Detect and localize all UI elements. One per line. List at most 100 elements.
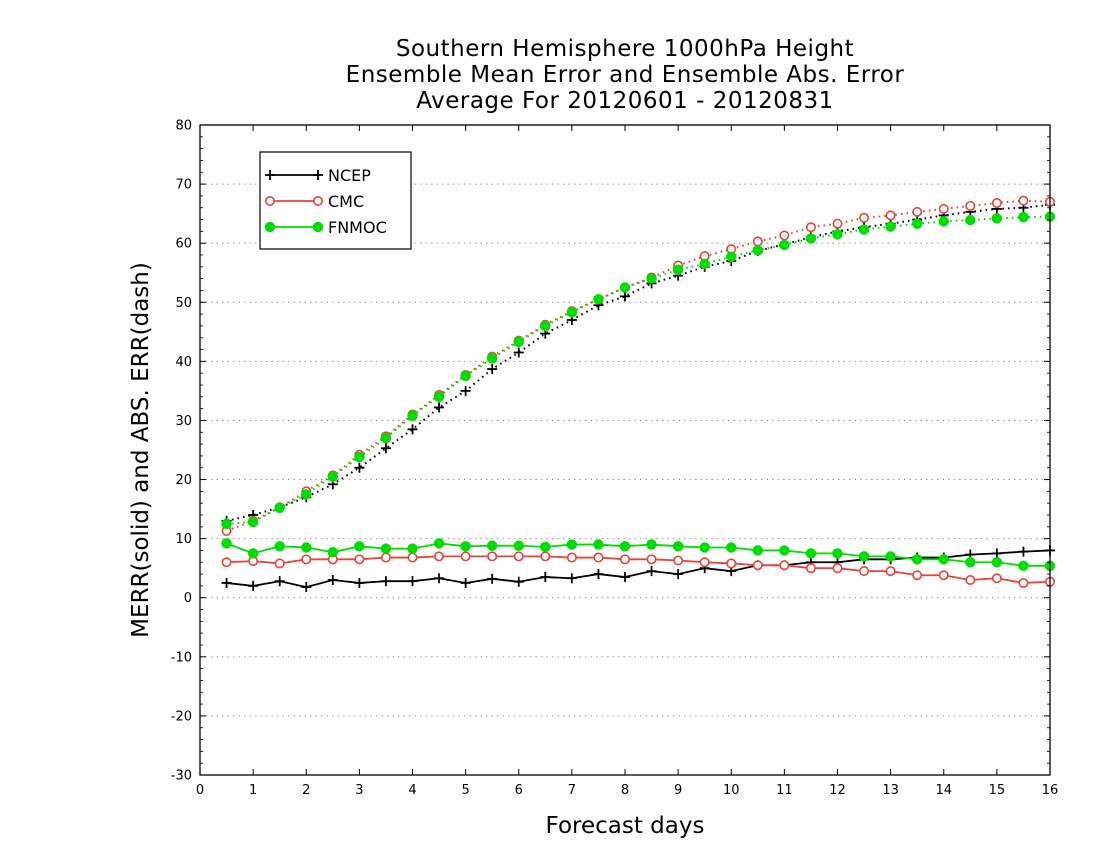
series-cmc-abs-err-point: [912, 206, 923, 217]
x-tick-label: 8: [621, 783, 629, 798]
series-fnmoc-merr-point: [965, 557, 976, 568]
series-ncep-abs-err-point: [487, 364, 498, 375]
series-ncep-merr-point: [566, 573, 577, 584]
series-fnmoc-abs-err-point: [593, 294, 604, 305]
series-cmc-abs-err-point: [1018, 195, 1029, 206]
series-cmc-abs-err-point: [965, 200, 976, 211]
legend-marker-right: [313, 170, 323, 180]
x-tick-label: 10: [723, 783, 740, 798]
series-lines: [221, 195, 1056, 593]
x-tick-label: 6: [515, 783, 523, 798]
x-tick-label: 0: [196, 783, 204, 798]
grid-lines: [200, 183, 1050, 717]
legend-label: CMC: [328, 192, 364, 211]
series-cmc-merr-point: [699, 557, 710, 568]
x-tick-label: 4: [408, 783, 416, 798]
series-cmc-merr-line: [226, 555, 1051, 584]
series-cmc-abs-err-point: [859, 212, 870, 223]
series-ncep-merr-line: [226, 549, 1051, 589]
series-cmc-abs-err-point: [752, 236, 763, 247]
y-tick-label: 80: [175, 119, 192, 134]
chart-title-line-3: Average For 20120601 - 20120831: [416, 88, 834, 114]
series-fnmoc-abs-err-point: [672, 264, 684, 276]
y-tick-label: 30: [175, 414, 192, 429]
series-fnmoc-merr-point: [380, 543, 392, 554]
series-ncep-merr-point: [301, 582, 312, 593]
series-cmc-merr-point: [726, 558, 737, 569]
series-fnmoc-merr-point: [726, 542, 737, 553]
series-fnmoc-merr: [221, 538, 1056, 572]
series-ncep-abs-err-point: [460, 385, 471, 396]
series-ncep-merr-point: [354, 577, 365, 588]
series-cmc-merr-point: [965, 574, 976, 585]
series-ncep-merr-point: [1018, 546, 1029, 557]
series-fnmoc-merr-point: [301, 542, 312, 553]
series-cmc-merr-point: [513, 551, 524, 562]
series-ncep-abs-err-point: [354, 462, 365, 473]
series-fnmoc-abs-err-point: [513, 336, 524, 348]
series-fnmoc-abs-err-point: [407, 410, 418, 421]
series-fnmoc-abs-err-point: [619, 282, 631, 293]
series-ncep-merr-point: [327, 575, 338, 585]
series-fnmoc-abs-err-point: [380, 432, 392, 444]
series-fnmoc-merr-point: [646, 539, 657, 550]
series-fnmoc-merr-point: [513, 540, 524, 551]
series-cmc-merr-point: [407, 552, 418, 563]
series-fnmoc-abs-err-point: [354, 451, 365, 463]
series-cmc-merr-point: [912, 570, 923, 581]
series-fnmoc-abs-err-line: [226, 215, 1051, 525]
series-ncep-merr-point: [593, 569, 604, 580]
series-fnmoc-merr-point: [805, 548, 817, 559]
series-fnmoc-abs-err-point: [1018, 211, 1029, 223]
x-tick-label: 3: [355, 783, 363, 798]
series-fnmoc-abs-err-point: [301, 489, 312, 500]
y-axis-title: MERR(solid) and ABS. ERR(dash): [128, 262, 154, 638]
series-cmc-merr-point: [938, 570, 949, 581]
series-cmc-merr-point: [646, 554, 657, 565]
series-cmc-abs-err-point: [938, 203, 949, 214]
series-fnmoc-merr-point: [433, 538, 445, 549]
series-fnmoc-abs-err-point: [646, 273, 657, 284]
series-fnmoc-merr-point: [885, 551, 896, 562]
series-fnmoc-abs-err-point: [486, 353, 498, 364]
series-fnmoc-abs-err-point: [885, 221, 896, 232]
series-ncep-merr: [221, 545, 1055, 593]
series-cmc-merr-point: [354, 554, 365, 565]
series-fnmoc-abs-err-point: [221, 518, 232, 530]
series-cmc-abs-err-point: [885, 210, 896, 221]
series-ncep-merr-point: [646, 566, 657, 577]
series-fnmoc-abs-err-point: [566, 307, 578, 318]
series-fnmoc-merr-point: [327, 546, 339, 558]
series-fnmoc-abs-err-point: [433, 391, 445, 403]
series-cmc-abs-err-point: [832, 218, 843, 229]
series-cmc-merr-point: [380, 552, 391, 563]
x-tick-label: 2: [302, 783, 310, 798]
series-fnmoc-abs-err-point: [938, 216, 949, 227]
series-cmc-merr-point: [274, 558, 285, 569]
legend-entry-cmc: CMC: [264, 192, 364, 211]
y-tick-label: 50: [175, 296, 192, 311]
series-fnmoc-abs-err-point: [274, 502, 285, 514]
series-cmc-merr-point: [487, 551, 498, 562]
series-fnmoc-merr-point: [911, 554, 923, 565]
series-fnmoc-merr-point: [540, 541, 551, 553]
series-cmc-merr-point: [434, 551, 445, 562]
series-ncep-abs-err-point: [380, 443, 391, 454]
legend-marker-right: [312, 196, 323, 207]
series-fnmoc-abs-err-point: [911, 218, 923, 229]
legend-label: NCEP: [328, 166, 371, 185]
y-tick-label: -20: [171, 709, 192, 724]
series-cmc-merr-point: [991, 573, 1002, 584]
legend-marker-left: [264, 196, 275, 207]
x-tick-label: 7: [568, 783, 576, 798]
x-tick-label: 1: [249, 783, 257, 798]
series-ncep-merr-point: [407, 576, 418, 587]
x-axis-title: Forecast days: [546, 813, 705, 839]
y-tick-label: 70: [175, 178, 192, 193]
series-ncep-merr-point: [487, 573, 498, 584]
series-fnmoc-abs-err-point: [805, 233, 817, 244]
series-fnmoc-abs-err-point: [832, 229, 843, 240]
series-fnmoc-merr-point: [460, 541, 471, 552]
y-tick-label: 0: [184, 591, 192, 606]
